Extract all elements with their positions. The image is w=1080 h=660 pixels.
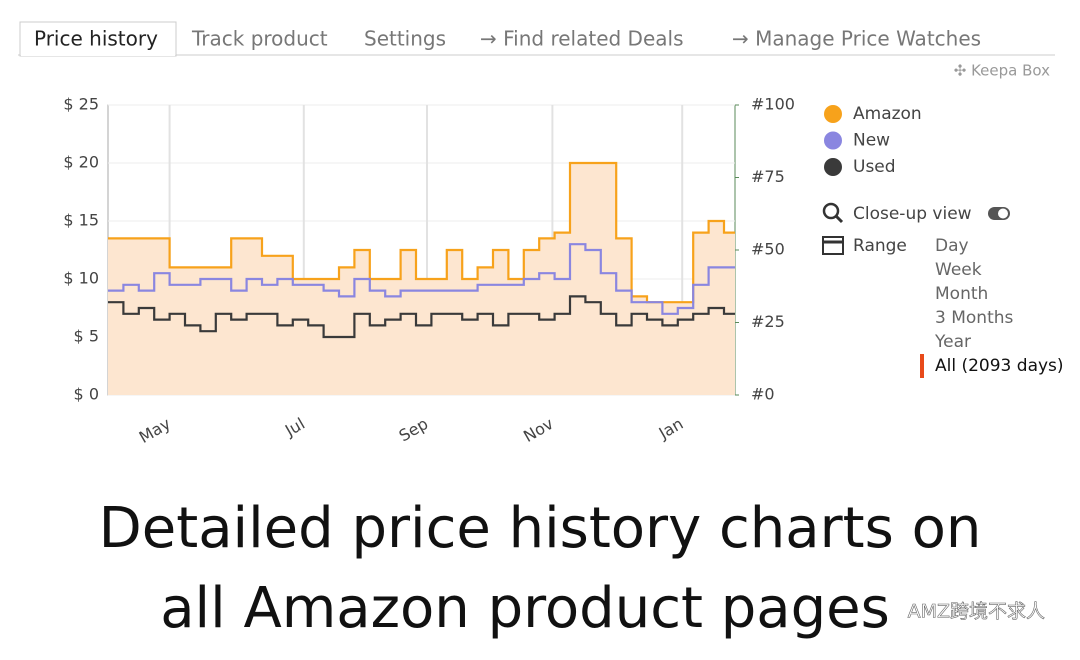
y-tick-label: $ 25 [63, 95, 99, 114]
range-option[interactable]: All (2093 days) [935, 356, 1064, 376]
x-tick-label: Nov [520, 414, 557, 446]
caption-line: Detailed price history charts on [99, 496, 982, 561]
line [108, 295, 735, 339]
x-tick-label: May [136, 414, 174, 447]
toggle-knob [998, 208, 1008, 219]
y2-tick-label: #0 [751, 385, 775, 404]
y2-tick-label: #100 [751, 95, 795, 114]
tab[interactable]: Track product [191, 27, 328, 51]
legend: Amazon New Used [824, 104, 922, 177]
range-icon [822, 236, 844, 255]
y-tick-label: $ 5 [74, 327, 99, 346]
legend-label[interactable]: Used [853, 157, 896, 177]
tab[interactable]: → Manage Price Watches [732, 27, 981, 51]
range-option[interactable]: 3 Months [935, 308, 1014, 328]
tab[interactable]: Price history [34, 27, 158, 51]
legend-label[interactable]: Amazon [853, 104, 922, 124]
legend-swatch[interactable] [824, 131, 842, 150]
legend-swatch[interactable] [824, 158, 842, 176]
x-tick-label: Jan [655, 414, 687, 443]
range-option[interactable]: Week [935, 260, 982, 280]
legend-label[interactable]: New [853, 131, 890, 151]
range-option[interactable]: Year [934, 332, 971, 352]
y-tick-label: $ 0 [74, 385, 99, 404]
tab[interactable]: Settings [364, 27, 446, 51]
y2-tick-label: #75 [751, 167, 785, 186]
caption-line: all Amazon product pages [160, 576, 890, 641]
x-tick-label: Jul [281, 414, 308, 441]
range-option[interactable]: Month [935, 284, 988, 304]
search-icon [822, 202, 840, 220]
y-tick-label: $ 20 [63, 153, 99, 172]
legend-swatch[interactable] [824, 105, 842, 123]
range-label: Range [853, 236, 907, 256]
y-tick-label: $ 10 [63, 269, 99, 288]
search-icon-handle [834, 214, 844, 224]
tab[interactable]: → Find related Deals [480, 27, 684, 51]
watermark: AMZ跨境不求人 [908, 601, 1045, 623]
y-tick-label: $ 15 [63, 211, 99, 230]
y2-tick-label: #25 [751, 312, 785, 331]
keepa-box[interactable]: ✣ Keepa Box [954, 62, 1050, 80]
line [108, 161, 735, 304]
close-up-toggle[interactable]: Close-up view [822, 202, 1010, 224]
y2-tick-label: #50 [751, 240, 785, 259]
close-up-label[interactable]: Close-up view [853, 204, 972, 224]
range-options: Day Week Month 3 Months Year All (2093 days) [934, 236, 1064, 376]
range-option[interactable]: Day [935, 236, 969, 256]
x-tick-label: Sep [396, 414, 432, 446]
plot [108, 104, 735, 396]
range-selected-marker [920, 354, 924, 378]
line [108, 243, 735, 315]
